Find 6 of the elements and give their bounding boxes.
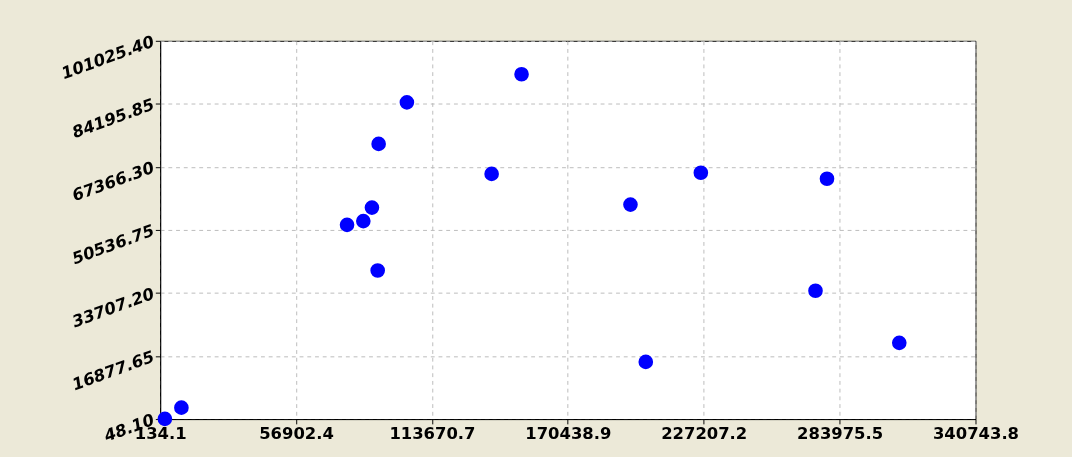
x-tick-label: 170438.9: [525, 423, 612, 443]
x-tick-label: 56902.4: [259, 423, 334, 443]
x-tick-label: 227207.2: [661, 423, 748, 443]
x-tick-label: 283975.5: [797, 423, 884, 443]
x-tick-label: 113670.7: [389, 423, 476, 443]
x-tick-label: 340743.8: [932, 423, 1020, 443]
